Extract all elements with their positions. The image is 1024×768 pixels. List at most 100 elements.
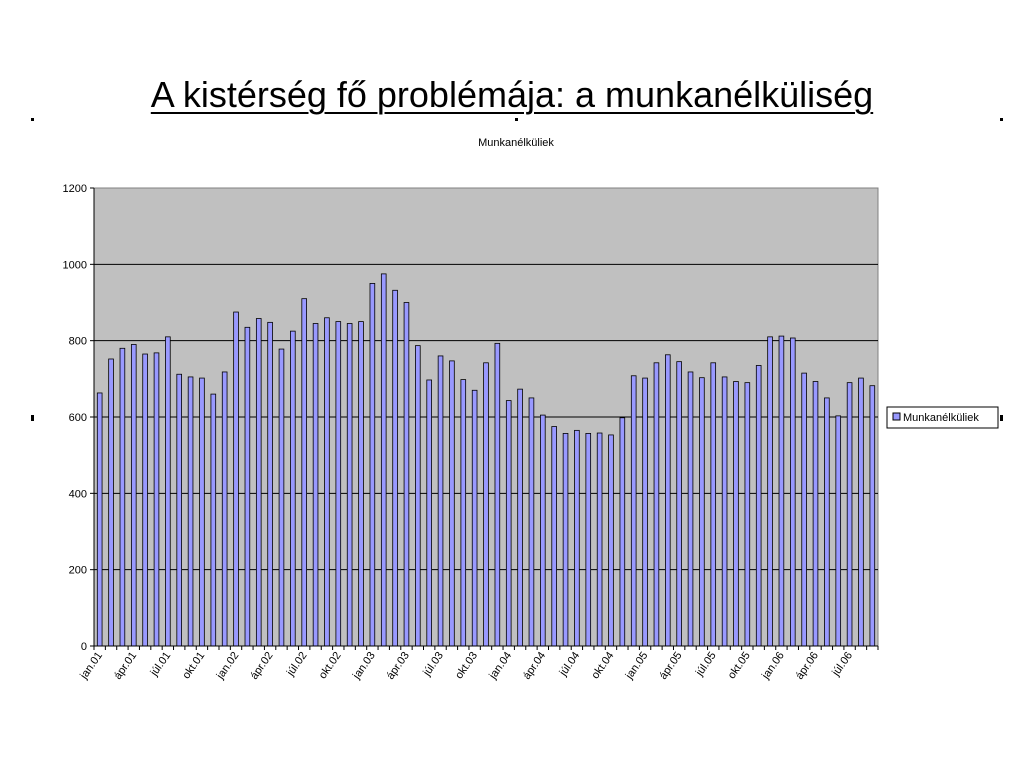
x-tick-label: júl.01 — [148, 650, 173, 679]
bar — [335, 321, 342, 647]
y-tick-label: 400 — [69, 488, 87, 500]
bar — [505, 400, 512, 647]
bar — [812, 381, 819, 647]
bar — [767, 336, 773, 647]
bar — [290, 330, 296, 647]
y-tick-label: 800 — [69, 336, 87, 348]
x-tick-label: okt.01 — [180, 650, 207, 681]
y-tick-label: 1000 — [63, 259, 87, 271]
bar — [733, 381, 739, 647]
y-tick-label: 0 — [81, 641, 87, 653]
x-tick-label: ápr.02 — [248, 650, 275, 682]
bar — [755, 365, 762, 647]
bar — [710, 362, 717, 647]
bar — [778, 335, 785, 647]
bar — [369, 283, 376, 647]
y-tick-label: 1200 — [63, 183, 87, 195]
bar-series — [96, 273, 876, 647]
bar — [426, 379, 432, 647]
bar — [596, 432, 603, 647]
bar — [108, 358, 114, 647]
y-tick-label: 200 — [69, 565, 87, 577]
bar — [790, 337, 796, 647]
bar — [540, 414, 546, 647]
bar — [176, 373, 183, 647]
x-tick-label: okt.05 — [726, 650, 753, 681]
bar — [119, 347, 126, 647]
bar — [415, 345, 421, 647]
x-tick-label: júl.04 — [557, 650, 582, 679]
bar — [130, 344, 137, 647]
bar — [494, 342, 501, 647]
bar — [460, 379, 467, 647]
bar — [392, 289, 398, 647]
x-tick-label: jan.03 — [350, 650, 378, 682]
bar — [324, 317, 330, 647]
bar — [244, 326, 251, 647]
bar — [358, 321, 364, 647]
x-tick-label: júl.02 — [284, 650, 309, 679]
bar — [267, 321, 273, 647]
bar — [437, 355, 444, 647]
bar — [653, 362, 660, 647]
bar — [346, 323, 353, 647]
x-tick-label: júl.05 — [693, 650, 718, 679]
selection-handle-middle-left[interactable] — [31, 415, 34, 421]
bar — [483, 362, 489, 647]
y-tick-label: 600 — [69, 412, 87, 424]
selection-handle-top-left[interactable] — [31, 118, 34, 121]
x-tick-label: okt.04 — [589, 650, 616, 681]
bar — [824, 397, 830, 647]
x-tick-label: jan.05 — [623, 650, 651, 682]
bar — [630, 375, 637, 647]
x-tick-label: jan.02 — [214, 650, 242, 682]
x-tick-label: okt.03 — [453, 650, 480, 681]
x-tick-label: júl.06 — [830, 650, 855, 679]
bar — [551, 426, 557, 647]
x-tick-label: júl.03 — [421, 650, 446, 679]
selection-handle-top-right[interactable] — [1000, 118, 1003, 121]
bar — [687, 371, 694, 647]
bar — [517, 388, 523, 647]
bar — [255, 318, 262, 647]
bar — [699, 377, 705, 647]
bar — [858, 377, 864, 647]
x-axis: jan.01 ápr.01 júl.01 okt.01 jan.02 ápr.02 júl.… — [78, 645, 879, 682]
bar — [312, 323, 319, 647]
x-tick-label: okt.02 — [317, 650, 344, 681]
legend-box — [886, 406, 999, 429]
legend: Munkanélküliek — [886, 406, 999, 429]
x-tick-label: jan.01 — [78, 650, 106, 682]
bar — [585, 433, 592, 647]
bar — [142, 353, 148, 647]
bar — [528, 397, 535, 647]
bar — [187, 376, 194, 647]
bar — [801, 372, 807, 647]
selection-handle-top-center[interactable] — [515, 118, 518, 121]
bar — [869, 385, 876, 647]
bar — [301, 298, 307, 647]
x-tick-label: ápr.03 — [385, 650, 412, 682]
chart-title: Munkanélküliek — [478, 137, 554, 149]
bar — [835, 415, 842, 647]
slide-title: A kistérség fő problémája: a munkanélkül… — [150, 74, 874, 115]
x-tick-label: jan.04 — [487, 650, 515, 682]
bar — [574, 429, 580, 647]
y-axis: 0 200 400 600 800 1000 1200 — [63, 183, 95, 653]
bar — [380, 273, 387, 647]
selection-handle-middle-right[interactable] — [1000, 415, 1003, 421]
bar — [608, 434, 614, 647]
bar — [665, 354, 671, 647]
x-tick-label: ápr.05 — [657, 650, 684, 682]
bar — [642, 377, 648, 647]
bar — [562, 433, 569, 647]
bar — [221, 371, 228, 647]
legend-label: Munkanélküliek — [903, 412, 979, 424]
x-tick-label: ápr.01 — [112, 650, 139, 682]
bar — [721, 376, 728, 647]
bar — [471, 389, 478, 647]
bar — [165, 336, 171, 647]
bar — [278, 348, 285, 647]
bar — [449, 360, 455, 647]
